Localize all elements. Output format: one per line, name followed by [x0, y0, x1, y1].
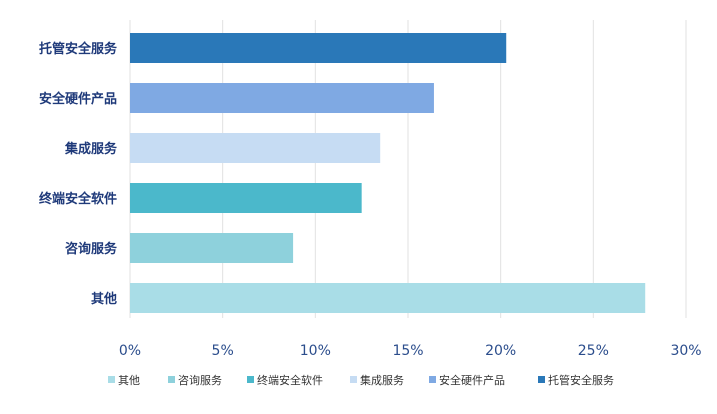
legend: 其他 咨询服务 终端安全软件 集成服务 安全硬件产品 托管安全服务: [108, 373, 614, 387]
bar-5: [130, 283, 646, 313]
x-tick-label-3: 15%: [392, 343, 423, 359]
legend-label-1: 咨询服务: [178, 373, 222, 387]
legend-swatch-1: [168, 376, 175, 383]
legend-swatch-3: [350, 376, 357, 383]
legend-label-3: 集成服务: [360, 373, 404, 387]
x-tick-label-1: 5%: [212, 343, 234, 359]
legend-swatch-0: [108, 376, 115, 383]
x-tick-label-5: 25%: [578, 343, 609, 359]
category-label-5: 其他: [91, 291, 117, 307]
x-tick-label-6: 30%: [670, 343, 701, 359]
category-label-1: 安全硬件产品: [39, 91, 117, 107]
category-label-0: 托管安全服务: [39, 41, 118, 57]
bar-2: [130, 133, 381, 163]
bar-3: [130, 183, 362, 213]
category-label-4: 咨询服务: [65, 241, 118, 257]
x-tick-label-4: 20%: [485, 343, 516, 359]
legend-label-5: 托管安全服务: [548, 373, 614, 387]
x-tick-label-0: 0%: [119, 343, 141, 359]
category-label-3: 终端安全软件: [39, 191, 117, 207]
bars-group: [130, 33, 646, 313]
legend-label-2: 终端安全软件: [257, 373, 323, 387]
legend-swatch-5: [538, 376, 545, 383]
grid-lines: [129, 20, 687, 318]
bar-4: [130, 233, 294, 263]
bar-0: [130, 33, 507, 63]
legend-label-0: 其他: [118, 374, 140, 387]
legend-label-4: 安全硬件产品: [439, 373, 505, 387]
bar-1: [130, 83, 434, 113]
legend-swatch-2: [247, 376, 254, 383]
x-tick-label-2: 10%: [300, 343, 331, 359]
legend-swatch-4: [429, 376, 436, 383]
x-tick-labels: 0% 5% 10% 15% 20% 25% 30%: [119, 343, 702, 359]
category-label-2: 集成服务: [64, 141, 118, 157]
